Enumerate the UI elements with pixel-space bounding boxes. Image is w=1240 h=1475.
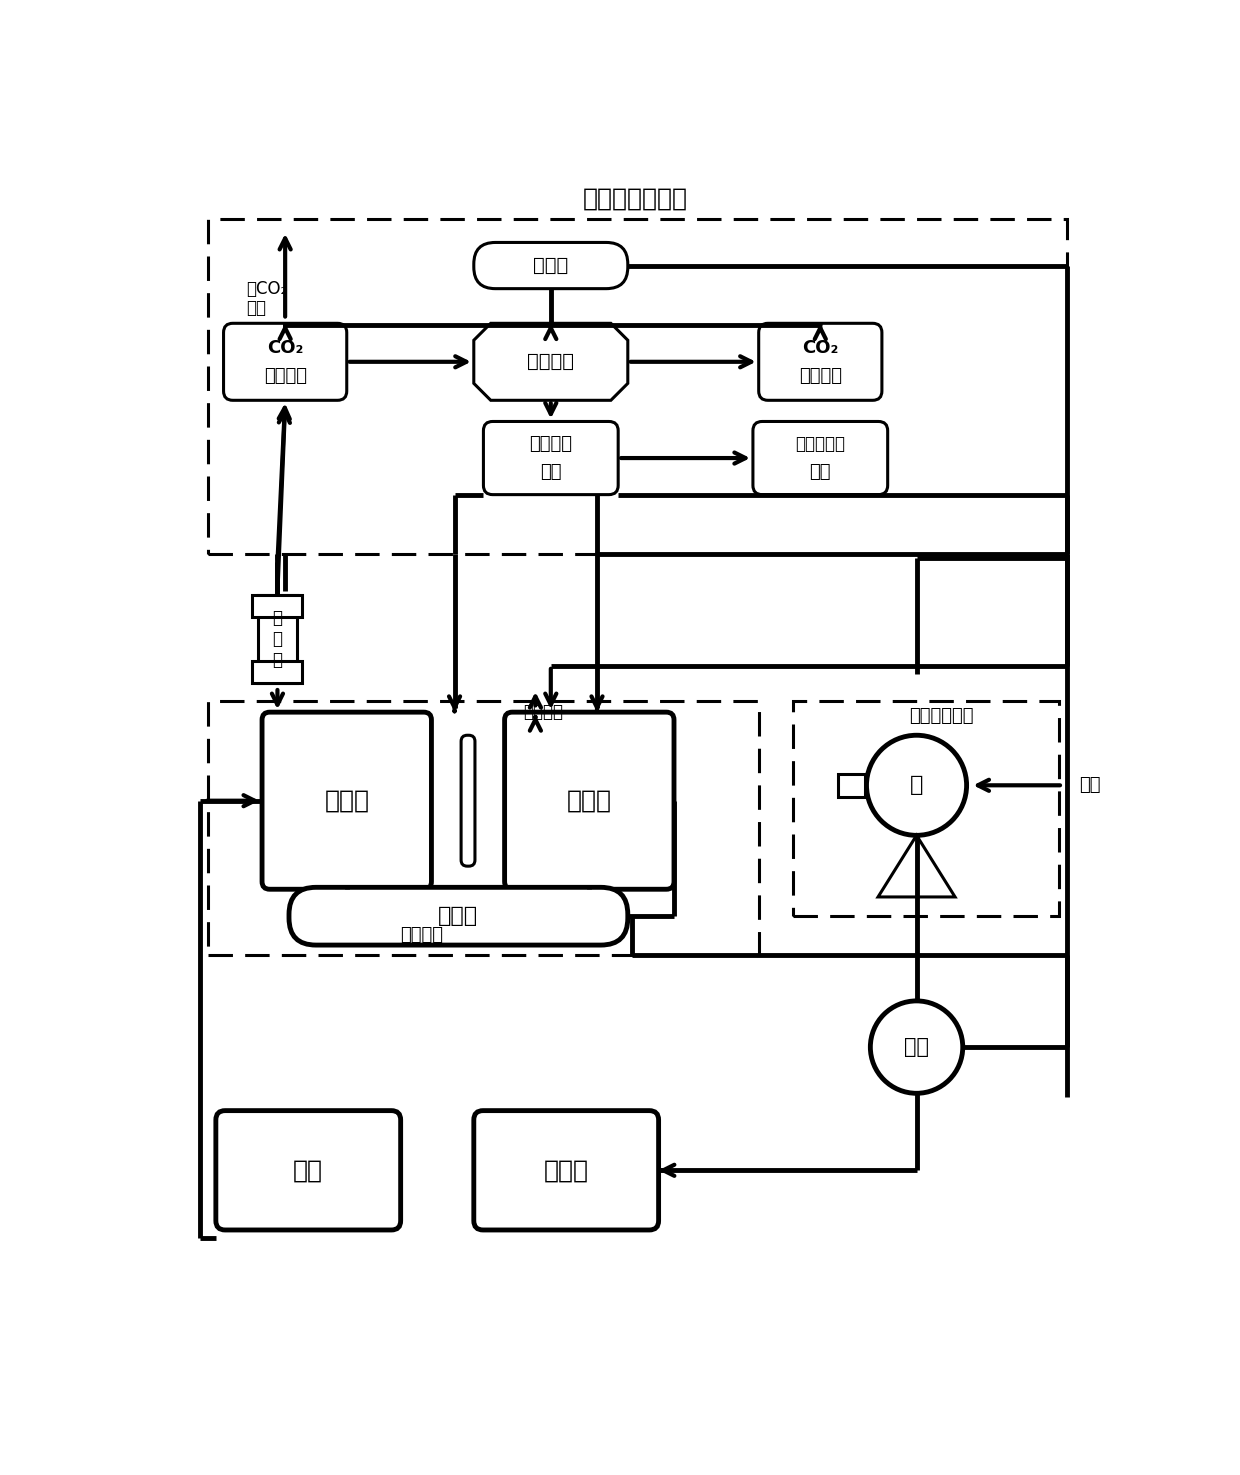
Text: 泵: 泵 xyxy=(910,776,924,795)
Text: 贮槽: 贮槽 xyxy=(293,1158,324,1183)
FancyBboxPatch shape xyxy=(474,242,627,289)
Polygon shape xyxy=(474,323,627,400)
FancyBboxPatch shape xyxy=(505,712,675,889)
Text: CO₂: CO₂ xyxy=(802,339,838,357)
Bar xyxy=(794,701,1059,916)
Text: 气体: 气体 xyxy=(1079,776,1101,795)
Text: 电流密度: 电流密度 xyxy=(529,435,573,453)
Text: 转换器: 转换器 xyxy=(533,257,568,274)
FancyBboxPatch shape xyxy=(484,422,619,494)
Text: 干
燥
器: 干 燥 器 xyxy=(273,609,283,668)
Text: 低CO₂: 低CO₂ xyxy=(247,280,288,298)
Text: 控制: 控制 xyxy=(541,463,562,481)
FancyBboxPatch shape xyxy=(461,735,475,866)
Text: 集成回路: 集成回路 xyxy=(527,353,574,372)
FancyBboxPatch shape xyxy=(223,323,347,400)
Text: 废液槽: 废液槽 xyxy=(543,1158,589,1183)
Bar xyxy=(208,220,1066,555)
Text: 浓度检测: 浓度检测 xyxy=(264,367,306,385)
Text: 反应模块: 反应模块 xyxy=(401,926,444,944)
Text: 电源: 电源 xyxy=(904,1037,929,1058)
Text: 阳极室: 阳极室 xyxy=(567,789,611,813)
Text: CO₂: CO₂ xyxy=(267,339,304,357)
Text: 电流与电压: 电流与电压 xyxy=(795,435,846,453)
FancyBboxPatch shape xyxy=(759,323,882,400)
FancyBboxPatch shape xyxy=(753,422,888,494)
Bar xyxy=(253,596,303,617)
Text: 浓度显示: 浓度显示 xyxy=(799,367,842,385)
Bar xyxy=(208,701,759,954)
Text: 阴极室: 阴极室 xyxy=(324,789,370,813)
Polygon shape xyxy=(878,835,955,897)
Text: 富氧气体: 富氧气体 xyxy=(523,704,563,721)
Bar xyxy=(838,774,864,796)
Text: 控制与显示模块: 控制与显示模块 xyxy=(583,186,688,211)
FancyBboxPatch shape xyxy=(474,1111,658,1230)
Bar xyxy=(253,661,303,683)
Text: 显示: 显示 xyxy=(810,463,831,481)
Circle shape xyxy=(867,735,967,835)
Bar xyxy=(258,594,296,683)
Text: 流体动力模块: 流体动力模块 xyxy=(909,707,973,726)
Circle shape xyxy=(870,1002,962,1093)
FancyBboxPatch shape xyxy=(216,1111,401,1230)
FancyBboxPatch shape xyxy=(262,712,432,889)
Text: 混合器: 混合器 xyxy=(438,906,479,926)
Text: 气体: 气体 xyxy=(247,299,267,317)
FancyBboxPatch shape xyxy=(289,888,627,945)
